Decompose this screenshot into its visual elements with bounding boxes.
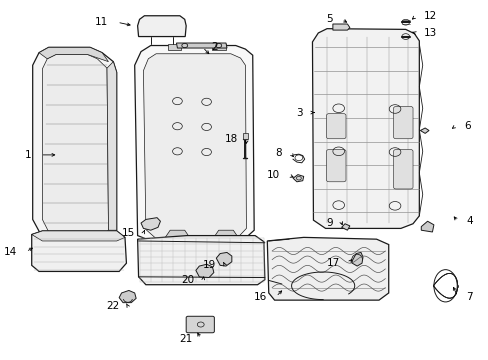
Polygon shape xyxy=(134,45,254,242)
FancyBboxPatch shape xyxy=(393,107,412,139)
Polygon shape xyxy=(137,235,264,285)
Polygon shape xyxy=(332,24,349,30)
Polygon shape xyxy=(216,252,231,266)
Text: 12: 12 xyxy=(423,12,437,22)
Text: 20: 20 xyxy=(181,275,194,285)
Polygon shape xyxy=(312,29,419,228)
Text: 15: 15 xyxy=(121,228,134,238)
Text: 8: 8 xyxy=(275,148,281,158)
Text: 9: 9 xyxy=(325,218,332,228)
FancyBboxPatch shape xyxy=(326,114,346,139)
Polygon shape xyxy=(119,291,136,303)
Polygon shape xyxy=(341,224,349,230)
FancyBboxPatch shape xyxy=(186,316,214,333)
FancyBboxPatch shape xyxy=(393,149,412,189)
Text: 2: 2 xyxy=(211,42,218,52)
Polygon shape xyxy=(137,16,186,37)
Polygon shape xyxy=(165,230,189,237)
Text: 5: 5 xyxy=(325,14,332,24)
Polygon shape xyxy=(212,44,225,50)
Text: 16: 16 xyxy=(254,292,267,302)
Polygon shape xyxy=(267,237,388,300)
Text: 10: 10 xyxy=(267,170,280,180)
Polygon shape xyxy=(213,230,238,237)
Polygon shape xyxy=(351,252,362,266)
Polygon shape xyxy=(176,43,226,48)
Polygon shape xyxy=(107,62,117,230)
Polygon shape xyxy=(292,175,303,182)
Text: 11: 11 xyxy=(95,17,108,27)
Polygon shape xyxy=(143,54,246,238)
Text: 3: 3 xyxy=(296,108,302,118)
Text: 13: 13 xyxy=(423,28,437,38)
Text: 1: 1 xyxy=(25,150,32,160)
Text: 14: 14 xyxy=(4,247,17,257)
Polygon shape xyxy=(32,231,126,271)
Polygon shape xyxy=(421,221,433,232)
Polygon shape xyxy=(32,231,125,241)
Text: 7: 7 xyxy=(466,292,472,302)
Text: 4: 4 xyxy=(466,216,472,226)
Polygon shape xyxy=(39,47,108,62)
Polygon shape xyxy=(420,128,428,134)
Polygon shape xyxy=(196,264,213,278)
Text: 22: 22 xyxy=(106,301,119,311)
FancyBboxPatch shape xyxy=(326,149,346,182)
Polygon shape xyxy=(33,47,117,244)
Text: 6: 6 xyxy=(463,121,469,131)
Text: 21: 21 xyxy=(179,333,192,343)
Text: 17: 17 xyxy=(326,258,340,268)
Text: 18: 18 xyxy=(224,135,238,144)
Polygon shape xyxy=(141,218,160,230)
Polygon shape xyxy=(42,54,108,241)
Polygon shape xyxy=(242,133,248,139)
Text: 19: 19 xyxy=(203,260,216,270)
Polygon shape xyxy=(167,44,181,50)
